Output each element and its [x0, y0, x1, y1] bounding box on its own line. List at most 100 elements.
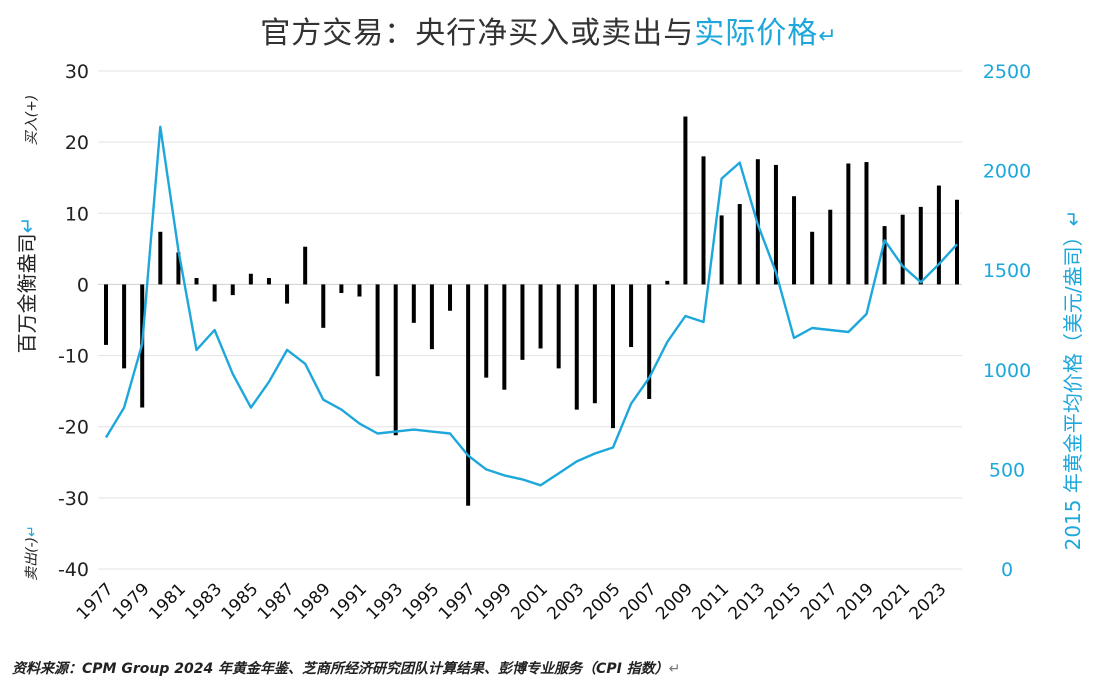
right-tick-label: 2500	[983, 61, 1031, 83]
bar-2021	[900, 214, 905, 285]
bar-series	[104, 116, 959, 506]
price-line-series	[104, 125, 958, 487]
left-tick-label: 0	[77, 274, 89, 296]
right-tick-label: 1000	[983, 360, 1031, 382]
bar-2022	[918, 206, 923, 285]
bar-1997	[466, 284, 471, 506]
bar-2023	[936, 185, 941, 285]
sell-note: 卖出(-)↵	[24, 525, 40, 581]
x-tick-label: 1995	[399, 579, 444, 624]
right-tick-label: 2000	[983, 161, 1031, 183]
chart-title: 官方交易：央行净买入或卖出与实际价格↵	[0, 8, 1098, 52]
bar-2001	[538, 284, 543, 349]
bar-1991	[357, 284, 362, 297]
gridlines	[98, 70, 962, 570]
bar-2024	[955, 199, 959, 285]
bar-2003	[574, 284, 579, 410]
bar-1978	[122, 284, 127, 369]
x-tick-label: 1993	[363, 579, 408, 624]
bar-2011	[719, 215, 724, 285]
x-tick-label: 2013	[725, 579, 770, 624]
bar-2018	[846, 163, 851, 285]
bar-2016	[810, 231, 815, 285]
x-tick-label: 1989	[290, 579, 335, 624]
bar-2019	[864, 162, 869, 285]
left-tick-label: 30	[65, 61, 89, 83]
bar-1980	[158, 231, 163, 285]
bar-2012	[737, 204, 742, 285]
bar-1993	[393, 284, 398, 436]
x-tick-label: 2023	[906, 579, 951, 624]
bar-2002	[556, 284, 561, 369]
bar-2009	[683, 116, 688, 285]
x-tick-label: 2005	[580, 579, 625, 624]
left-tick-label: 20	[65, 132, 89, 154]
x-tick-label: 2021	[869, 579, 914, 624]
x-axis-ticks: 1977197919811983198519871989199119931995…	[73, 579, 951, 624]
right-axis-label: 2015 年黄金平均价格（美元/盎司）↵	[1061, 210, 1085, 551]
x-tick-label: 1985	[218, 579, 263, 624]
bar-2014	[773, 164, 778, 285]
left-tick-label: -20	[58, 417, 89, 439]
bar-1981	[176, 252, 181, 285]
x-tick-label: 1999	[471, 579, 516, 624]
x-tick-label: 1977	[73, 579, 118, 624]
bar-1990	[339, 284, 344, 293]
bar-1982	[194, 278, 199, 285]
left-axis-ticks: 30 20 10 0 -10 -20 -30 -40	[58, 61, 89, 581]
bar-1996	[448, 284, 453, 311]
x-tick-label: 1979	[109, 579, 154, 624]
x-tick-label: 2009	[652, 579, 697, 624]
right-tick-label: 1500	[983, 260, 1031, 282]
bar-1992	[375, 284, 380, 377]
x-tick-label: 2015	[761, 579, 806, 624]
bar-2007	[647, 284, 652, 399]
chart-title-main: 官方交易：央行净买入或卖出与	[260, 16, 695, 51]
right-tick-label: 0	[1001, 559, 1013, 581]
source-text: 资料来源：CPM Group 2024 年黄金年鉴、芝商所经济研究团队计算结果、…	[12, 661, 669, 677]
right-axis-ticks: 2500 2000 1500 1000 500 0	[983, 61, 1031, 581]
x-tick-label: 2003	[544, 579, 589, 624]
chart-title-accent: 实际价格	[694, 16, 819, 51]
x-tick-label: 2007	[616, 579, 661, 624]
left-tick-label: -10	[58, 346, 89, 368]
bar-1977	[104, 284, 108, 345]
source-note: 资料来源：CPM Group 2024 年黄金年鉴、芝商所经济研究团队计算结果、…	[12, 658, 680, 678]
bar-1989	[321, 284, 326, 328]
bar-2006	[629, 284, 634, 348]
price-line	[104, 125, 958, 487]
bar-2020	[882, 226, 887, 285]
bar-2004	[592, 284, 597, 404]
bar-1983	[212, 284, 217, 302]
left-axis-label: 百万金衡盎司↵	[15, 217, 39, 354]
bar-2008	[665, 280, 670, 285]
x-tick-label: 2001	[507, 579, 552, 624]
bar-1994	[411, 284, 416, 323]
bar-1984	[230, 284, 235, 296]
left-tick-label: -40	[58, 559, 89, 581]
bar-2015	[792, 196, 797, 285]
bar-1988	[303, 246, 308, 285]
bar-1986	[266, 278, 271, 285]
x-tick-label: 1991	[326, 579, 371, 624]
bar-2000	[520, 284, 525, 360]
bar-2017	[828, 209, 833, 285]
return-mark-icon: ↵	[668, 661, 681, 677]
right-tick-label: 500	[989, 459, 1025, 481]
bar-1998	[484, 284, 489, 378]
bar-1987	[285, 284, 290, 304]
bar-2010	[701, 156, 706, 285]
x-tick-label: 1983	[181, 579, 226, 624]
x-tick-label: 1981	[145, 579, 190, 624]
x-tick-label: 2017	[797, 579, 842, 624]
x-tick-label: 1997	[435, 579, 480, 624]
bar-1995	[429, 284, 434, 350]
x-tick-label: 1987	[254, 579, 299, 624]
return-mark-icon: ↵	[818, 24, 838, 49]
x-tick-label: 2019	[833, 579, 878, 624]
left-tick-label: 10	[65, 203, 89, 225]
bar-1985	[248, 273, 253, 285]
x-tick-label: 2011	[688, 579, 733, 624]
left-tick-label: -30	[58, 488, 89, 510]
